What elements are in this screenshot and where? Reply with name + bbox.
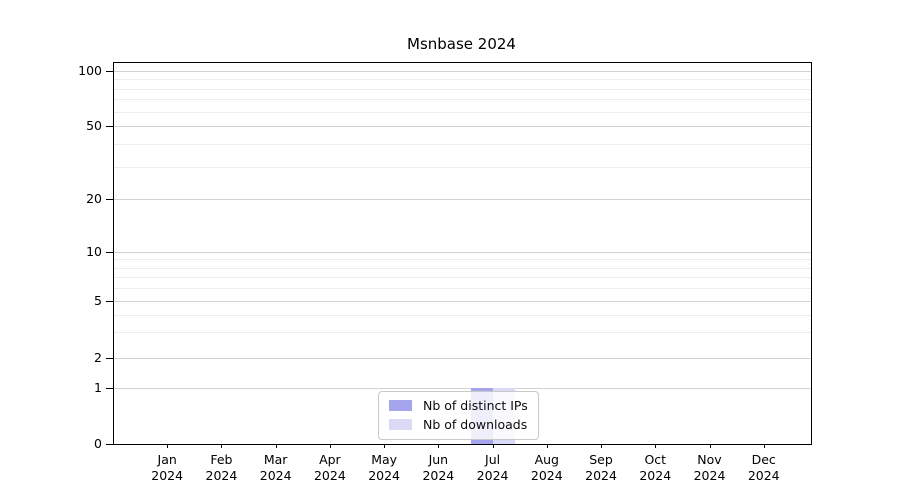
x-tick-label: Aug 2024 bbox=[517, 452, 577, 484]
x-tick-year: 2024 bbox=[476, 468, 509, 483]
x-tick-year: 2024 bbox=[259, 468, 292, 483]
legend: Nb of distinct IPs Nb of downloads bbox=[378, 391, 539, 440]
x-tick-mark bbox=[275, 444, 277, 448]
x-tick-label: Jan 2024 bbox=[137, 452, 197, 484]
x-tick-label: Jul 2024 bbox=[463, 452, 523, 484]
x-tick-mark bbox=[709, 444, 711, 448]
x-tick-year: 2024 bbox=[205, 468, 238, 483]
y-tick-label: 5 bbox=[94, 293, 102, 308]
x-tick-year: 2024 bbox=[639, 468, 672, 483]
x-tick-mark bbox=[221, 444, 223, 448]
y-tick-mark bbox=[106, 71, 113, 72]
x-tick-year: 2024 bbox=[585, 468, 617, 483]
x-tick-year: 2024 bbox=[368, 468, 401, 483]
x-tick-label: Jun 2024 bbox=[408, 452, 468, 484]
x-tick-mark bbox=[438, 444, 440, 448]
gridline-minor bbox=[114, 277, 811, 279]
gridline-major bbox=[114, 388, 811, 389]
x-tick-mark bbox=[763, 444, 765, 448]
x-tick-label: Mar 2024 bbox=[246, 452, 306, 484]
x-tick-mark bbox=[384, 444, 386, 448]
gridline-minor bbox=[114, 267, 811, 269]
gridline-major bbox=[114, 301, 811, 302]
gridline-minor bbox=[114, 88, 811, 90]
gridline-minor bbox=[114, 143, 811, 145]
legend-swatch-distinct-ips bbox=[389, 400, 412, 411]
y-tick-mark bbox=[106, 252, 113, 253]
x-tick-label: May 2024 bbox=[354, 452, 414, 484]
x-tick-label: Apr 2024 bbox=[300, 452, 360, 484]
y-tick-label: 1 bbox=[94, 380, 102, 395]
y-tick-mark bbox=[106, 388, 113, 389]
gridline-minor bbox=[114, 166, 811, 168]
x-tick-year: 2024 bbox=[747, 468, 780, 483]
y-tick-label: 2 bbox=[94, 349, 102, 365]
gridline-major bbox=[114, 126, 811, 127]
gridline-minor bbox=[114, 314, 811, 316]
x-tick-year: 2024 bbox=[313, 468, 346, 483]
x-tick-mark bbox=[546, 444, 548, 448]
x-tick-year: 2024 bbox=[422, 468, 455, 483]
x-tick-label: Feb 2024 bbox=[191, 452, 251, 484]
y-tick-label: 0 bbox=[94, 436, 102, 451]
y-tick-label: 50 bbox=[86, 118, 102, 133]
gridline-major bbox=[114, 199, 811, 200]
x-tick-label: Nov 2024 bbox=[680, 452, 740, 484]
y-tick-label: 20 bbox=[86, 191, 102, 206]
legend-entry-downloads: Nb of downloads bbox=[389, 417, 528, 432]
chart-title: Msnbase 2024 bbox=[407, 35, 516, 53]
legend-swatch-downloads bbox=[389, 419, 412, 430]
gridline-major bbox=[114, 357, 811, 359]
x-tick-label: Oct 2024 bbox=[625, 452, 685, 484]
gridline-minor bbox=[114, 332, 811, 334]
plot-area: Nb of distinct IPs Nb of downloads 0 1 2 5 1… bbox=[78, 62, 812, 483]
y-tick-mark bbox=[106, 301, 113, 302]
x-tick-mark bbox=[329, 444, 331, 448]
legend-label-downloads: Nb of downloads bbox=[423, 417, 528, 432]
x-tick-mark bbox=[601, 444, 603, 448]
y-tick-label: 100 bbox=[78, 63, 102, 78]
x-tick-mark bbox=[492, 444, 494, 448]
y-tick-label: 10 bbox=[86, 244, 102, 259]
gridline-major bbox=[114, 71, 811, 72]
gridline-minor bbox=[114, 259, 811, 261]
gridline-minor bbox=[114, 99, 811, 101]
y-tick-mark bbox=[106, 357, 113, 359]
x-tick-year: 2024 bbox=[151, 468, 184, 483]
gridline-minor bbox=[114, 111, 811, 113]
x-tick-label: Sep 2024 bbox=[571, 452, 631, 484]
x-tick-mark bbox=[167, 444, 169, 448]
legend-entry-distinct-ips: Nb of distinct IPs bbox=[389, 398, 528, 413]
gridline-minor bbox=[114, 288, 811, 290]
gridline-minor bbox=[114, 79, 811, 81]
y-tick-mark bbox=[106, 126, 113, 127]
y-tick-mark bbox=[106, 199, 113, 200]
y-tick-mark bbox=[106, 444, 113, 445]
x-tick-label: Dec 2024 bbox=[734, 452, 794, 484]
x-tick-year: 2024 bbox=[693, 468, 726, 483]
gridline-major bbox=[114, 252, 811, 253]
x-tick-year: 2024 bbox=[530, 468, 563, 483]
legend-label-distinct-ips: Nb of distinct IPs bbox=[423, 398, 528, 413]
x-tick-mark bbox=[655, 444, 657, 448]
